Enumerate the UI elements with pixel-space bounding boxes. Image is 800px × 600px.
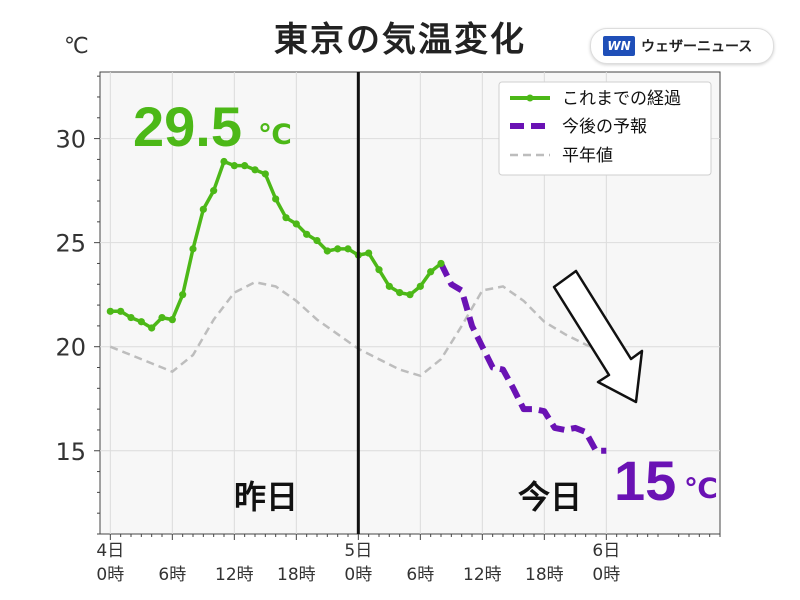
observed-point [230,162,238,170]
x-tick-day-label: 5日 [344,541,372,561]
forecast-temp-value: 15 [614,449,676,512]
observed-point [199,205,207,213]
observed-point [127,313,135,322]
legend-observed-marker [526,94,534,102]
y-tick-label: 25 [55,230,86,258]
observed-point [344,245,352,253]
forecast-temp-unit: ℃ [684,472,718,505]
x-tick-hour-label: 0時 [344,565,372,585]
legend-normal-label: 平年値 [562,146,613,166]
today-label: 今日 [518,478,582,516]
series-layer [106,157,607,454]
max-temp-value: 29.5 [133,95,242,158]
observed-point [292,220,300,228]
legend-observed-label: これまでの経過 [562,89,681,109]
observed-point [282,214,290,222]
observed-point [375,266,383,274]
x-tick-hour-label: 18時 [525,565,564,585]
observed-point [241,162,249,170]
x-tick-hour-label: 0時 [592,565,620,585]
observed-point [137,318,145,326]
observed-point [220,157,228,166]
observed-point [427,268,435,276]
observed-point [148,324,156,332]
observed-point [158,313,166,322]
down-arrow-icon [552,269,644,404]
observed-point [437,259,445,268]
observed-point [168,316,176,324]
observed-point [179,291,187,299]
x-tick-hour-label: 12時 [463,565,502,585]
observed-point [365,249,373,257]
yesterday-label: 昨日 [234,478,298,516]
observed-point [189,245,197,253]
x-tick-day-label: 4日 [96,541,124,561]
x-tick-hour-label: 6時 [406,565,434,585]
observed-point [303,230,311,238]
y-tick-label: 20 [55,334,86,362]
observed-point [416,282,424,290]
x-tick-hour-label: 0時 [96,565,124,585]
x-tick-hour-label: 18時 [277,565,316,585]
y-axis: 15 20 25 30 [55,75,100,535]
observed-point [406,291,414,299]
observed-point [251,166,259,174]
observed-point [385,282,393,290]
brand-logo: WN ウェザーニュース [590,28,774,64]
observed-point [261,170,269,178]
y-unit-label: ℃ [64,34,89,59]
brand-logo-text: ウェザーニュース [641,39,753,55]
y-tick-label: 15 [55,438,86,466]
observed-point [272,195,280,203]
observed-point [106,307,114,315]
series-forecast-line [438,262,607,454]
observed-point [313,236,321,245]
legend-forecast-label: 今後の予報 [562,117,647,137]
x-tick-hour-label: 12時 [215,565,254,585]
legend: これまでの経過 今後の予報 平年値 [498,81,712,176]
max-temp-unit: ℃ [258,118,292,151]
observed-point [334,245,342,253]
x-axis: 4日 0時 6時 12時 18時 5日 0時 6時 12時 18時 6日 0時 [96,534,721,585]
observed-point [323,247,331,255]
observed-point [396,288,404,297]
x-tick-day-label: 6日 [592,541,620,561]
y-tick-label: 30 [55,126,86,154]
observed-point [117,307,125,315]
page-title: 東京の気温変化 [274,20,526,60]
x-tick-hour-label: 6時 [158,565,186,585]
observed-point [210,187,218,195]
brand-logo-mark: WN [603,36,635,56]
